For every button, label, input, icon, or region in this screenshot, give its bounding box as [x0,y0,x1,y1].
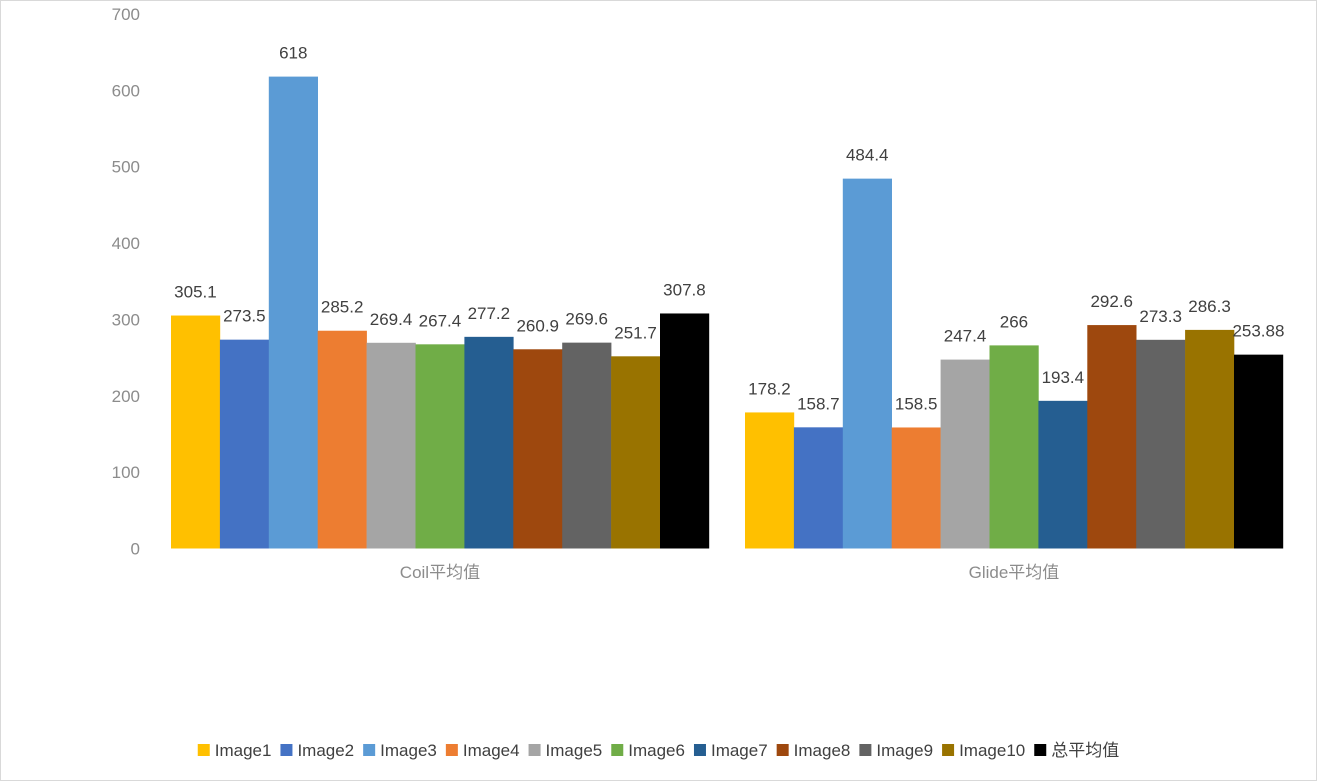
data-label: 277.2 [468,304,511,323]
legend-item[interactable]: Image2 [280,741,354,760]
bar [842,178,892,549]
bar [989,345,1039,549]
data-label: 260.9 [516,316,559,335]
data-label: 266 [1000,312,1028,331]
data-label: 618 [279,44,307,63]
bar [611,356,661,549]
bar [513,349,563,549]
data-label: 251.7 [614,323,657,342]
y-tick-label: 300 [112,310,140,329]
legend-swatch [445,744,458,756]
bar [1087,325,1137,549]
data-label: 158.5 [895,394,938,413]
legend-swatch [693,744,706,756]
bar [171,315,221,549]
bar [219,339,270,549]
y-tick-label: 700 [112,5,140,24]
y-axis: 0 100 200 300 400 500 600 700 [112,5,140,559]
legend-item[interactable]: Image7 [693,741,768,760]
data-label: 307.8 [663,280,706,299]
y-tick-label: 0 [131,540,140,559]
bars [171,76,1284,549]
legend-label: Image9 [876,741,933,760]
data-label: 273.3 [1139,307,1182,326]
legend-item[interactable]: Image6 [611,741,685,760]
data-label: 286.3 [1188,297,1231,316]
x-axis: Coil平均值 Glide平均值 [400,563,1059,582]
legend-swatch [776,744,789,756]
legend-swatch [859,744,872,756]
legend-label: Image7 [711,741,768,760]
category-label: Glide平均值 [969,563,1060,582]
category-label: Coil平均值 [400,563,480,582]
data-label: 247.4 [944,327,987,346]
bar [891,427,941,549]
bar [317,330,367,549]
legend-item[interactable]: Image4 [445,741,520,760]
legend-item[interactable]: Image3 [363,741,437,760]
legend-item[interactable]: Image5 [528,741,603,760]
legend-label: Image8 [794,741,851,760]
bar [562,342,612,549]
data-label: 253.88 [1232,322,1284,341]
data-label: 269.4 [370,310,413,329]
bar [940,359,990,549]
data-label: 267.4 [419,311,462,330]
data-label: 178.2 [748,379,791,398]
data-label: 292.6 [1090,292,1133,311]
data-label: 305.1 [174,283,217,302]
bar [793,427,844,549]
legend-label: Image1 [215,741,272,760]
bar [1185,329,1235,549]
y-tick-label: 400 [112,234,140,253]
legend-item[interactable]: 总平均值 [1034,741,1119,760]
legend-swatch [280,744,293,756]
y-tick-label: 200 [112,387,140,406]
legend-label: Image6 [628,741,685,760]
data-label: 158.7 [797,394,840,413]
data-label: 273.5 [223,307,266,326]
legend-item[interactable]: Image9 [859,741,933,760]
legend[interactable]: Image1 Image2 Image3 Image4 Image5 Image6 Imag… [197,741,1120,760]
bar [660,313,710,549]
legend-item[interactable]: Image10 [942,741,1025,760]
legend-label: 总平均值 [1051,741,1119,760]
data-labels: 305.1 178.2 273.5 158.7 618 484.4 285.2 158.5 26… [174,44,1284,414]
legend-item[interactable]: Image8 [776,741,851,760]
legend-swatch [528,744,541,756]
data-label: 484.4 [846,146,889,165]
legend-swatch [197,744,210,756]
bar [415,344,465,549]
bar [745,412,795,549]
y-tick-label: 100 [112,463,140,482]
bar [268,76,318,549]
bar [464,336,514,549]
legend-label: Image2 [297,741,354,760]
data-label: 285.2 [321,298,364,317]
legend-swatch [1034,744,1047,756]
data-label: 269.6 [565,310,608,329]
data-label: 193.4 [1042,368,1085,387]
legend-label: Image4 [463,741,520,760]
bar [1234,354,1284,549]
bar [366,342,416,549]
legend-swatch [363,744,376,756]
bar [1136,339,1186,549]
legend-item[interactable]: Image1 [197,741,272,760]
bar [1038,400,1088,549]
legend-swatch [942,744,955,756]
legend-label: Image5 [546,741,603,760]
y-tick-label: 500 [112,158,140,177]
legend-label: Image10 [959,741,1025,760]
legend-swatch [611,744,624,756]
y-tick-label: 600 [112,81,140,100]
legend-label: Image3 [380,741,437,760]
